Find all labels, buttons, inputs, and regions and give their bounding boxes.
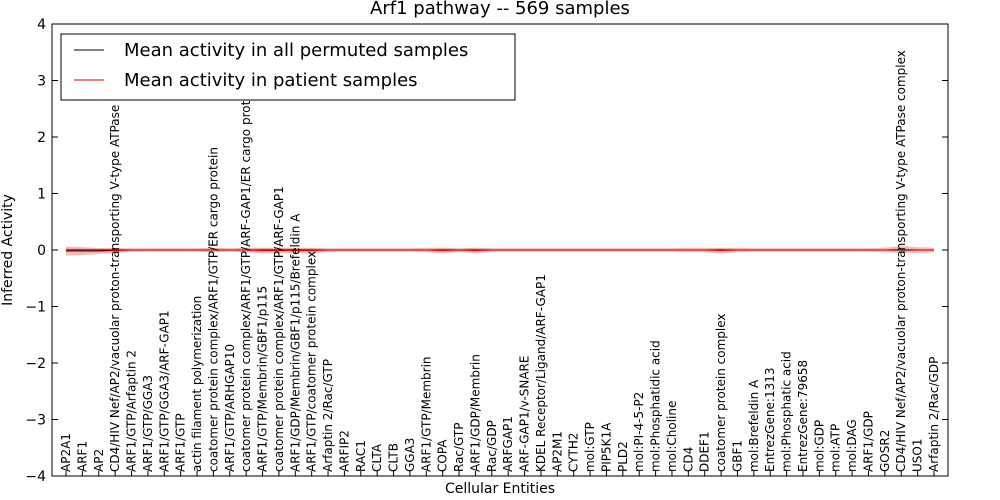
x-tick-label: GGA3 <box>403 438 417 472</box>
x-tick-label: mol:GDP <box>812 420 826 472</box>
x-tick-label: ARF1/GTP/Membrin <box>419 356 433 472</box>
x-tick-label: coatomer protein complex/ARF1/GTP/ER car… <box>206 147 220 472</box>
x-tick-label: ARF1 <box>75 441 89 472</box>
y-tick-label: 2 <box>37 130 46 146</box>
plot-frame <box>51 23 949 477</box>
x-tick-label: AP2M1 <box>550 431 564 472</box>
x-tick-label: EntrezGene:1313 <box>763 368 777 473</box>
x-tick-label: ARF1/GTP/Membrin/GBF1/p115 <box>256 286 270 472</box>
x-tick-label: ARF1/GDP/Membrin <box>468 354 482 472</box>
x-tick-label: CD4/HIV Nef/AP2/vacuolar proton-transpor… <box>108 50 122 472</box>
y-tick-label: 4 <box>37 17 46 33</box>
x-tick-label: mol:Phosphatic acid <box>780 351 794 472</box>
x-tick-label: PLD2 <box>616 441 630 472</box>
x-tick-label: AP2 <box>92 449 106 472</box>
legend-label-permuted: Mean activity in all permuted samples <box>124 40 468 61</box>
x-tick-label: DDEF1 <box>698 431 712 472</box>
x-tick-label: ARF1/GDP/Membrin/GBF1/p115/Brefeldin A <box>288 213 302 472</box>
x-tick-label: Rac/GDP <box>485 420 499 472</box>
x-tick-label: mol:GTP <box>583 422 597 472</box>
x-tick-label: Arfaptin 2/Rac/GTP <box>321 359 335 472</box>
chart-title: Arf1 pathway -- 569 samples <box>370 0 630 19</box>
x-tick-label: GBF1 <box>730 440 744 472</box>
x-tick-label: AP2A1 <box>59 433 73 472</box>
x-tick-label: mol:Choline <box>665 401 679 472</box>
y-axis-label: Inferred Activity <box>0 194 16 306</box>
x-tick-label: mol:Phosphatidic acid <box>649 340 663 472</box>
series-line-1 <box>66 248 934 252</box>
x-tick-label: coatomer protein complex <box>714 314 728 472</box>
x-tick-label: ARFIP2 <box>337 430 351 472</box>
legend-label-patient: Mean activity in patient samples <box>124 70 418 91</box>
x-axis-label: Cellular Entities <box>445 481 555 497</box>
x-tick-label: ARF1/GTP/GGA3/ARF-GAP1 <box>157 310 171 472</box>
legend-box <box>60 33 516 101</box>
y-tick-label: 3 <box>37 74 46 90</box>
x-tick-label: EntrezGene:79658 <box>796 360 810 472</box>
x-tick-label: KDEL Receptor/Ligand/ARF-GAP1 <box>534 274 548 472</box>
x-tick-label: CLTB <box>387 443 401 472</box>
x-tick-label: GOSR2 <box>878 430 892 472</box>
y-tick-label: −1 <box>25 300 46 316</box>
legend: Mean activity in all permuted samples Me… <box>60 33 516 101</box>
x-tick-label: CYTH2 <box>567 433 581 473</box>
x-tick-label: ARF1/GTP/GGA3 <box>141 375 155 472</box>
series-band-1 <box>66 246 934 256</box>
x-tick-label: actin filament polymerization <box>190 296 204 472</box>
x-tick-label: ARF1/GTP/ARHGAP10 <box>223 344 237 472</box>
x-tick-label: ARFGAP1 <box>501 416 515 472</box>
x-tick-label: PIP5K1A <box>599 422 613 472</box>
x-tick-label: CD4 <box>681 447 695 472</box>
x-tick-label: mol:Brefeldin A <box>747 379 761 472</box>
y-tick-label: −4 <box>25 469 46 485</box>
x-tick-label: ARF1/GTP <box>174 413 188 472</box>
x-tick-label: CLTA <box>370 443 384 472</box>
x-tick-label: ARF1/GTP/coatomer protein complex <box>305 251 319 472</box>
x-tick-label: coatomer protein complex/ARF1/GTP/ARF-GA… <box>239 82 253 472</box>
x-tick-label: mol:ATP <box>829 424 843 472</box>
x-tick-label: Rac/GTP <box>452 422 466 472</box>
x-tick-label: ARF-GAP1/v-SNARE <box>518 356 532 472</box>
x-tick-label: Arfaptin 2/Rac/GDP <box>927 357 941 472</box>
x-tick-label: coatomer protein complex/ARF1/GTP/ARF-GA… <box>272 186 286 472</box>
x-tick-label: ARF1/GDP <box>861 411 875 472</box>
x-tick-label: USO1 <box>911 439 925 472</box>
x-tick-label: ARF1/GTP/Arfaptin 2 <box>125 350 139 472</box>
x-tick-label: mol:DAG <box>845 419 859 472</box>
y-tick-label: −2 <box>25 356 46 372</box>
y-tick-label: −3 <box>25 413 46 429</box>
y-tick-label: 0 <box>37 243 46 259</box>
y-tick-label: 1 <box>37 187 46 203</box>
x-tick-label: CD4/HIV Nef/AP2/vacuolar proton-transpor… <box>894 50 908 472</box>
x-tick-label: COPA <box>436 439 450 472</box>
x-tick-label: mol:PI-4-5-P2 <box>632 392 646 472</box>
x-tick-label: RAC1 <box>354 440 368 472</box>
